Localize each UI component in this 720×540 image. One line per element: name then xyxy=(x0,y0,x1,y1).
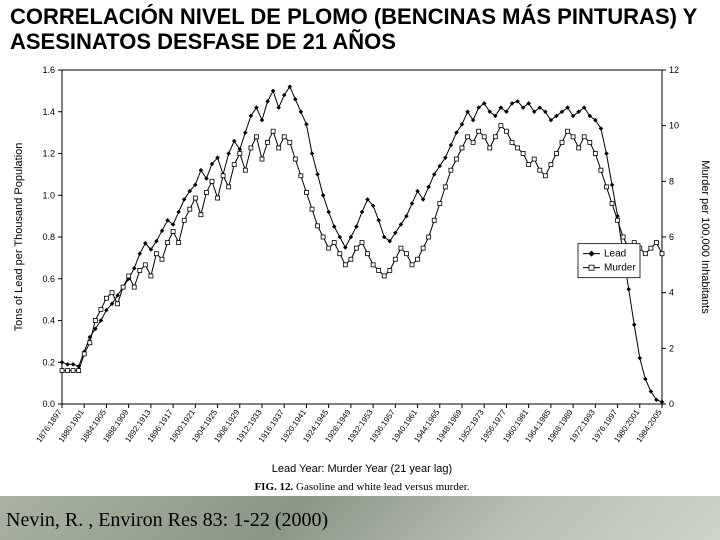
svg-text:Lead: Lead xyxy=(604,249,626,260)
slide-title: CORRELACIÓN NIVEL DE PLOMO (BENCINAS MÁS… xyxy=(10,4,710,55)
svg-text:0.0: 0.0 xyxy=(42,399,55,409)
svg-text:0.4: 0.4 xyxy=(42,316,55,326)
citation: Nevin, R. , Environ Res 83: 1-22 (2000) xyxy=(6,509,328,532)
svg-text:12: 12 xyxy=(669,65,679,75)
svg-text:10: 10 xyxy=(669,121,679,131)
svg-text:4: 4 xyxy=(669,288,674,298)
svg-text:1.0: 1.0 xyxy=(42,190,55,200)
svg-text:0.6: 0.6 xyxy=(42,274,55,284)
svg-text:0.8: 0.8 xyxy=(42,232,55,242)
svg-text:0: 0 xyxy=(669,399,674,409)
svg-text:Lead Year: Murder Year (21 yea: Lead Year: Murder Year (21 year lag) xyxy=(272,463,452,475)
chart-svg: 0.0 0.2 0.4 0.6 0.8 1.0 1.2 1.4 1.6 0 2 4 6 8 10 12 Tons… xyxy=(6,62,714,498)
svg-text:FIG. 12. Gasoline and white: FIG. 12. Gasoline and white lead versus … xyxy=(254,481,469,493)
svg-text:0.2: 0.2 xyxy=(42,357,55,367)
svg-text:1.2: 1.2 xyxy=(42,149,55,159)
svg-text:1.4: 1.4 xyxy=(42,107,55,117)
svg-text:Murder per 100,000 Inhabitants: Murder per 100,000 Inhabitants xyxy=(699,160,711,314)
svg-text:Murder: Murder xyxy=(604,263,636,274)
svg-text:2: 2 xyxy=(669,343,674,353)
svg-text:8: 8 xyxy=(669,176,674,186)
svg-text:6: 6 xyxy=(669,232,674,242)
svg-text:Tons of Lead per Thousand Popu: Tons of Lead per Thousand Population xyxy=(13,143,25,332)
chart-container: 0.0 0.2 0.4 0.6 0.8 1.0 1.2 1.4 1.6 0 2 4 6 8 10 12 Tons… xyxy=(6,62,714,498)
svg-text:1.6: 1.6 xyxy=(42,65,55,75)
